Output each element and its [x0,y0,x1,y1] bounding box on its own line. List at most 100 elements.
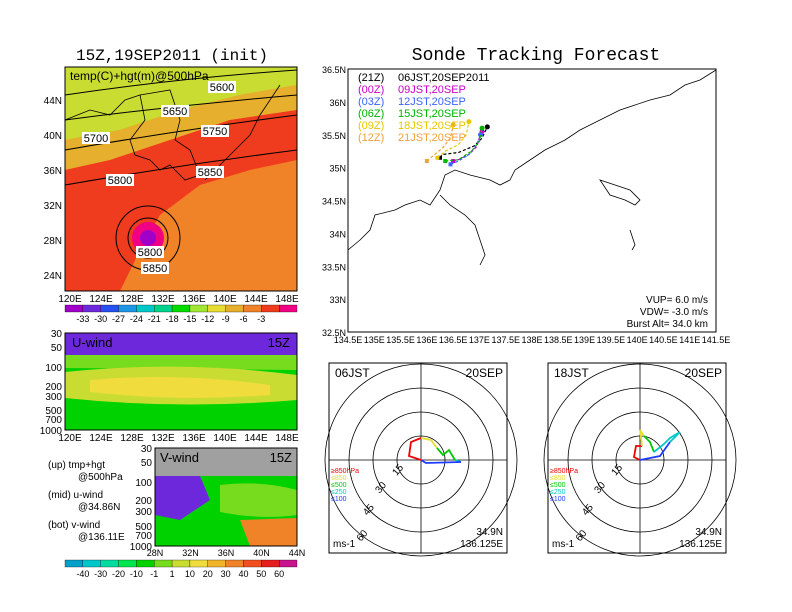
wind-scale-label: 60 [274,569,284,579]
contour-labels: 5600 5650 5700 5750 5800 5850 5800 5850 [82,81,236,275]
hodo-trace [436,447,456,461]
uwind-p-label: 30 [51,329,63,340]
track-burst-point [466,119,472,125]
panel-notes: (up) tmp+hgt@500hPa (mid) u-wind@34.86N (b… [48,460,125,543]
hodo-level-label: ≤500 [331,482,347,489]
contour-label-bg [82,132,110,144]
temp-color-swatch [279,304,298,313]
legend-code: (03Z) [358,96,384,108]
track-lat-label: 36N [329,98,346,108]
vwind-pos2 [240,518,297,546]
hodo-trace [639,441,671,461]
track-lat-label: 35.5N [322,131,346,141]
lon-tick-label: 124E [89,294,113,305]
track-burst-point [484,124,490,130]
hodo-lon: 136.125E [679,539,722,550]
vwind-p-label: 700 [135,531,152,542]
hodo-level-label: ≤100 [550,496,566,503]
vwind-title: V-wind [160,450,199,465]
track-lon-label: 135E [364,335,385,345]
track-lat-label: 33.5N [322,262,346,272]
uwind-lon-label: 132E [151,433,175,444]
hodo-level-label: ≤100 [331,496,347,503]
track-launch-point [448,162,453,167]
lon-tick-label: 120E [58,294,82,305]
contour-5700 [64,114,298,151]
lon-tick-label: 128E [120,294,144,305]
uwind-jet-core [90,376,270,398]
contour-label: 5600 [210,82,234,94]
track-launch-point [451,159,456,164]
hodo-trace [643,435,655,453]
wind-color-swatch [64,559,83,568]
temp-color-swatch [207,304,226,313]
track-lat-label: 33N [329,295,346,305]
track-lat-label: 36.5N [322,65,346,75]
temp-color-swatch [64,304,83,313]
legend-time: 18JST,20SEP [398,120,466,132]
uwind-band1 [65,355,297,370]
contour-label-bg [141,262,169,274]
wind-color-swatch [243,559,262,568]
temp-scale-label: -12 [201,314,214,324]
vwind-pos1 [220,483,297,517]
temp-color-swatch [189,304,208,313]
contour-5600 [64,69,298,96]
wind-scale-label: 50 [256,569,266,579]
wind-scale-label: -10 [130,569,143,579]
wind-color-swatch [100,559,119,568]
uwind-lon-label: 140E [213,433,237,444]
track-lon-label: 136E [416,335,437,345]
contour-label: 5650 [163,106,187,118]
hodo-date: 20SEP [466,366,503,380]
legend-time: 21JST,20SEP [398,132,466,144]
uwind-lon-label: 136E [182,433,206,444]
track-launch-point [424,159,429,164]
track-line [426,124,454,162]
hodo-level-label: ≤850 [550,475,566,482]
track-lon-label: 138E [521,335,542,345]
note-line: (bot) v-wind [48,520,100,531]
contour-label-bg [106,174,134,186]
hodo-level-label: ≥850hPa [331,468,359,475]
uwind-lon-label: 124E [89,433,113,444]
lon-tick-label: 132E [151,294,175,305]
hodo-level-label: ≤500 [550,482,566,489]
track-line [436,121,470,159]
map-axes: 44N 40N 36N 32N 28N 24N 120E 124E 128E 132E 136E 14… [44,96,299,305]
temp-scale-label: -6 [239,314,247,324]
wind-color-swatch [261,559,280,568]
wind-color-swatch [207,559,226,568]
temp-scale-label: -9 [222,314,230,324]
coastline-kii [439,194,486,266]
vwind-p-label: 500 [135,522,152,533]
vwind-p-label: 100 [135,478,152,489]
track-lat-label: 34.5N [322,197,346,207]
wind-scale-label: -20 [112,569,125,579]
temp-color-swatch [243,304,262,313]
temp-band-mid [65,85,297,170]
param-line: VUP= 6.0 m/s [646,295,708,306]
vwind-frame [154,447,298,547]
wind-color-swatch [225,559,244,568]
track-line [450,134,482,165]
vwind-neg [155,476,210,520]
temp-color-swatch [225,304,244,313]
sonde-tracks [424,119,490,167]
legend-time: 06JST,20SEP2011 [398,72,490,84]
track-frame [347,68,717,333]
hodo-date: 20SEP [685,366,722,380]
track-lon-label: 135.5E [386,335,415,345]
track-burst-point [479,125,485,131]
param-line: VDW= -3.0 m/s [640,307,708,318]
wind-scale-label: 30 [221,569,231,579]
temp-scale-label: -15 [183,314,196,324]
coastline-izu [629,229,636,251]
map-frame [64,66,298,292]
lon-tick-label: 148E [275,294,299,305]
contour-label-bg [161,105,189,117]
wind-scale-label: 1 [170,569,175,579]
hodo-units: ms-1 [552,539,575,550]
